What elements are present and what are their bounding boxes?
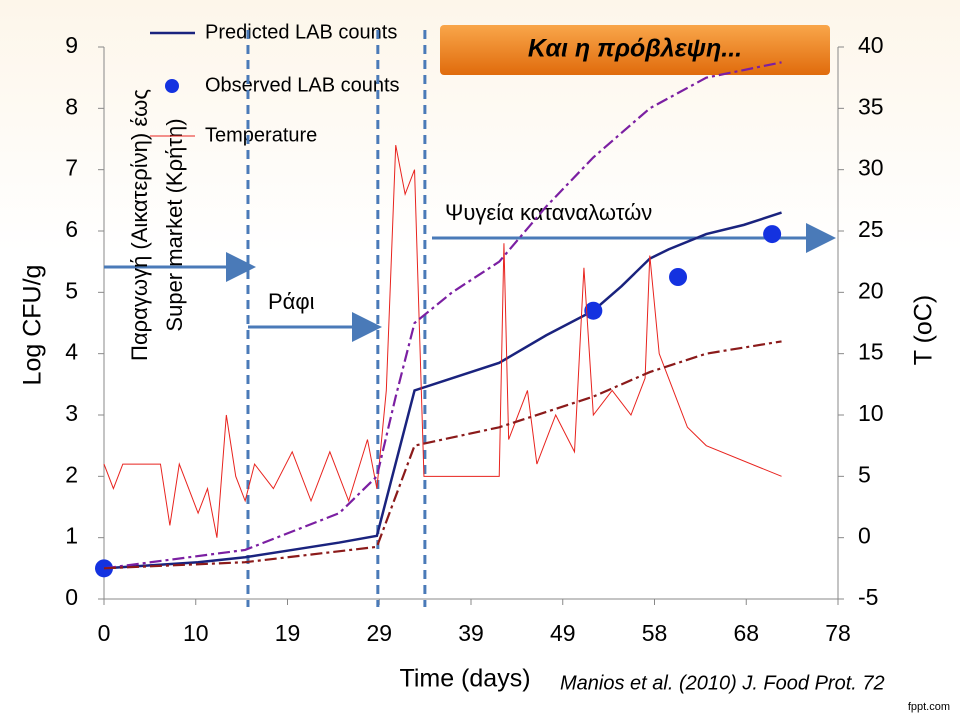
series-line (103, 340, 782, 570)
y2-tick-label: 15 (858, 339, 884, 365)
y2-tick-label: 30 (858, 155, 884, 181)
plot (98, 46, 844, 605)
legend-label: Observed LAB counts (205, 74, 400, 96)
x-tick-label: 29 (366, 620, 392, 646)
y-tick-label: 5 (65, 277, 78, 303)
y2-tick-label: -5 (858, 584, 878, 610)
chart-title: Και η πρόβλεψη... (528, 35, 742, 63)
x-tick-label: 0 (98, 620, 111, 646)
x-tick-label: 10 (183, 620, 209, 646)
y-tick-label: 0 (65, 584, 78, 610)
y-tick-label: 8 (65, 93, 78, 119)
legend-label: Predicted LAB counts (205, 21, 397, 43)
x-tick-label: 58 (642, 620, 668, 646)
annotation: Ράφι (268, 289, 315, 314)
watermark: fppt.com (908, 701, 950, 713)
citation: Manios et al. (2010) J. Food Prot. 72 (560, 672, 885, 694)
y-tick-label: 6 (65, 216, 78, 242)
series-line (103, 211, 782, 570)
legend-label: Temperature (205, 124, 317, 146)
x-tick-label: 39 (458, 620, 484, 646)
y-tick-label: 1 (65, 523, 78, 549)
y2-axis-label: T (oC) (910, 295, 938, 365)
x-tick-label: 68 (733, 620, 759, 646)
y-tick-label: 2 (65, 461, 78, 487)
y2-tick-label: 35 (858, 93, 884, 119)
y-tick-label: 4 (65, 339, 78, 365)
x-tick-label: 78 (825, 620, 851, 646)
annotation: Ψυγεία καταναλωτών (445, 200, 652, 225)
y2-tick-label: 10 (858, 400, 884, 426)
x-tick-label: 49 (550, 620, 576, 646)
legend-swatch (165, 79, 179, 93)
y2-tick-label: 25 (858, 216, 884, 242)
y-tick-label: 9 (65, 32, 78, 58)
series-line (103, 145, 782, 538)
arrows (104, 223, 836, 342)
x-tick-label: 19 (275, 620, 301, 646)
y-axis-label: Log CFU/g (19, 265, 47, 386)
data-point (584, 301, 603, 320)
y2-tick-label: 0 (858, 523, 871, 549)
y-tick-label: 7 (65, 155, 78, 181)
y2-tick-label: 5 (858, 461, 871, 487)
data-point (669, 268, 688, 286)
annotation: Παραγωγή (Αικατερίνη) έως (127, 89, 152, 361)
title-box (440, 25, 830, 75)
y2-tick-label: 40 (858, 32, 884, 58)
annotation: Super market (Κρήτη) (162, 118, 187, 331)
data-point (763, 225, 782, 244)
y2-tick-label: 20 (858, 277, 884, 303)
x-axis-label: Time (days) (399, 665, 530, 693)
y-tick-label: 3 (65, 400, 78, 426)
